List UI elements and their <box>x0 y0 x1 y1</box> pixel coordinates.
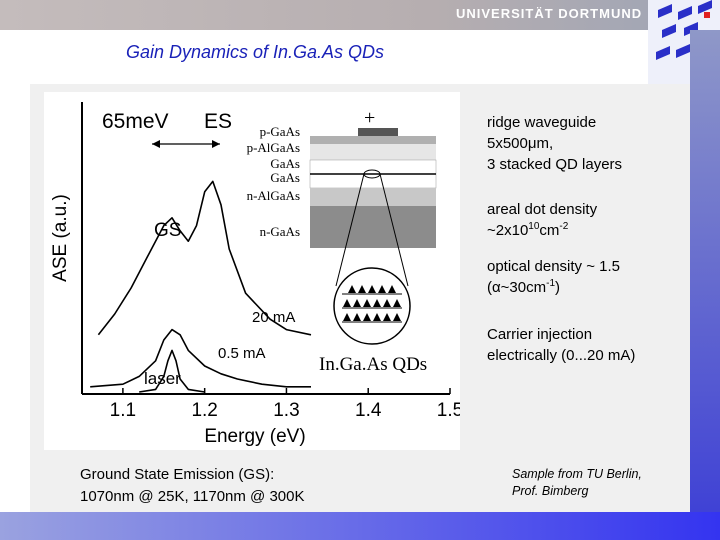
quantum-dot-icon <box>363 313 371 321</box>
layer-label: p-AlGaAs <box>247 140 300 155</box>
quantum-dot-icon <box>368 285 376 293</box>
x-axis-label: Energy (eV) <box>204 426 305 447</box>
layer-label: p-GaAs <box>260 124 300 139</box>
info-density-line2: ~2x1010cm-2 <box>487 221 569 240</box>
university-name: UNIVERSITÄT DORTMUND <box>456 6 643 21</box>
info-waveguide-line: ridge waveguide <box>487 114 597 131</box>
gs-note-line: Ground State Emission (GS): <box>80 466 275 483</box>
series-line <box>97 180 312 336</box>
quantum-dot-icon <box>388 285 396 293</box>
quantum-dot-icon <box>343 313 351 321</box>
energy-label: 65meV <box>102 110 169 133</box>
y-axis-label: ASE (a.u.) <box>50 194 71 282</box>
x-tick-label: 1.3 <box>273 400 299 421</box>
series-line <box>90 328 311 388</box>
quantum-dot-icon <box>383 299 391 307</box>
quantum-dot-icon <box>393 313 401 321</box>
info-carrier-line: Carrier injection <box>487 326 593 343</box>
gs-label: GS <box>154 220 181 241</box>
quantum-dot-icon <box>353 313 361 321</box>
quantum-dot-icon <box>348 285 356 293</box>
quantum-dot-icon <box>373 299 381 307</box>
quantum-dot-icon <box>353 299 361 307</box>
info-carrier: Carrier injection electrically (0...20 m… <box>487 324 635 366</box>
current-low-label: 0.5 mA <box>218 345 266 362</box>
quantum-dot-icon <box>358 285 366 293</box>
info-density: areal dot density ~2x1010cm-2 <box>487 199 597 241</box>
quantum-dot-icon <box>383 313 391 321</box>
layer-label: n-GaAs <box>260 224 300 239</box>
quantum-dot-icon <box>393 299 401 307</box>
quantum-dot-icon <box>343 299 351 307</box>
current-high-label: 20 mA <box>252 309 295 326</box>
x-tick-label: 1.2 <box>191 400 217 421</box>
right-band <box>690 30 720 540</box>
sample-credit: Sample from TU Berlin, Prof. Bimberg <box>512 466 642 500</box>
slide-title: Gain Dynamics of In.Ga.As QDs <box>125 42 385 62</box>
layer-label: n-AlGaAs <box>247 188 300 203</box>
info-optical-line2: (α~30cm-1) <box>487 278 561 297</box>
x-tick-label: 1.5 <box>437 400 460 421</box>
info-carrier-line: electrically (0...20 mA) <box>487 347 636 364</box>
qd-label: In.Ga.As QDs <box>319 354 427 375</box>
header-band: UNIVERSITÄT DORTMUND <box>0 0 720 30</box>
info-waveguide: ridge waveguide 5x500μm, 3 stacked QD la… <box>487 112 622 175</box>
sample-credit-line: Prof. Bimberg <box>512 484 589 498</box>
quantum-dot-icon <box>378 285 386 293</box>
es-label: ES <box>204 110 232 133</box>
info-waveguide-line: 3 stacked QD layers <box>487 156 623 173</box>
series-line <box>139 349 205 393</box>
gs-note-line: 1070nm @ 25K, 1170nm @ 300K <box>80 488 305 505</box>
layer-label: GaAs <box>270 156 300 171</box>
bottom-band <box>0 512 720 540</box>
x-tick-label: 1.4 <box>355 400 382 421</box>
plus-sign: + <box>364 107 375 129</box>
layer-label: GaAs <box>270 170 300 185</box>
ase-spectrum-figure: 1.1 1.2 1.3 1.4 1.5 ASE (a.u.) Energy (eV) 6… <box>44 92 460 450</box>
info-optical-line: optical density ~ 1.5 <box>487 258 621 275</box>
info-optical: optical density ~ 1.5 (α~30cm-1) <box>487 256 620 298</box>
info-waveguide-line: 5x500μm, <box>487 135 554 152</box>
info-density-line: areal dot density <box>487 201 598 218</box>
quantum-dot-icon <box>363 299 371 307</box>
x-tick-label: 1.1 <box>110 400 136 421</box>
gs-note: Ground State Emission (GS): 1070nm @ 25K… <box>80 464 304 508</box>
sample-credit-line: Sample from TU Berlin, <box>512 467 642 481</box>
quantum-dot-icon <box>373 313 381 321</box>
layer-stack <box>309 128 437 248</box>
